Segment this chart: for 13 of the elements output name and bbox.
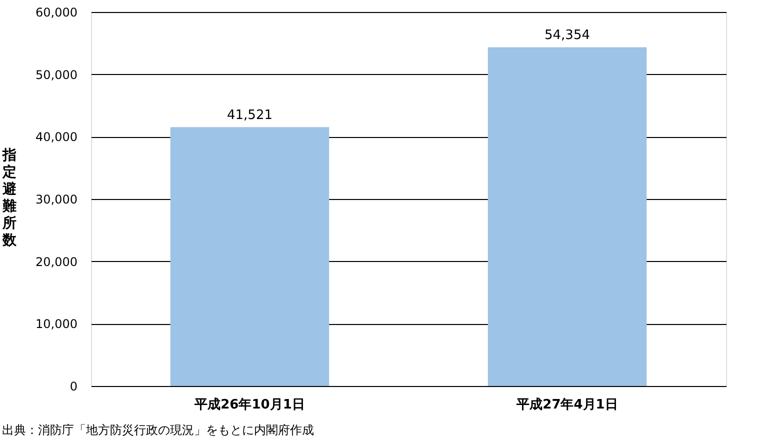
y-tick-label: 20,000 bbox=[36, 254, 78, 269]
source-note: 出典：消防庁「地方防災行政の現況」をもとに内閣府作成 bbox=[2, 423, 314, 437]
x-tick-label: 平成26年10月1日 bbox=[194, 398, 305, 412]
y-tick-label: 60,000 bbox=[36, 6, 78, 20]
y-tick-label: 50,000 bbox=[36, 68, 78, 82]
data-label: 41,521 bbox=[227, 108, 272, 124]
y-tick-label: 10,000 bbox=[36, 317, 78, 332]
y-tick-label: 30,000 bbox=[36, 192, 78, 206]
y-tick-label: 40,000 bbox=[36, 130, 78, 144]
y-tick-label: 0 bbox=[70, 380, 78, 394]
data-label: 54,354 bbox=[544, 28, 590, 44]
y-axis-title: 指定避難所数 bbox=[2, 148, 18, 248]
x-tick-label: 平成27年4月1日 bbox=[516, 398, 618, 412]
